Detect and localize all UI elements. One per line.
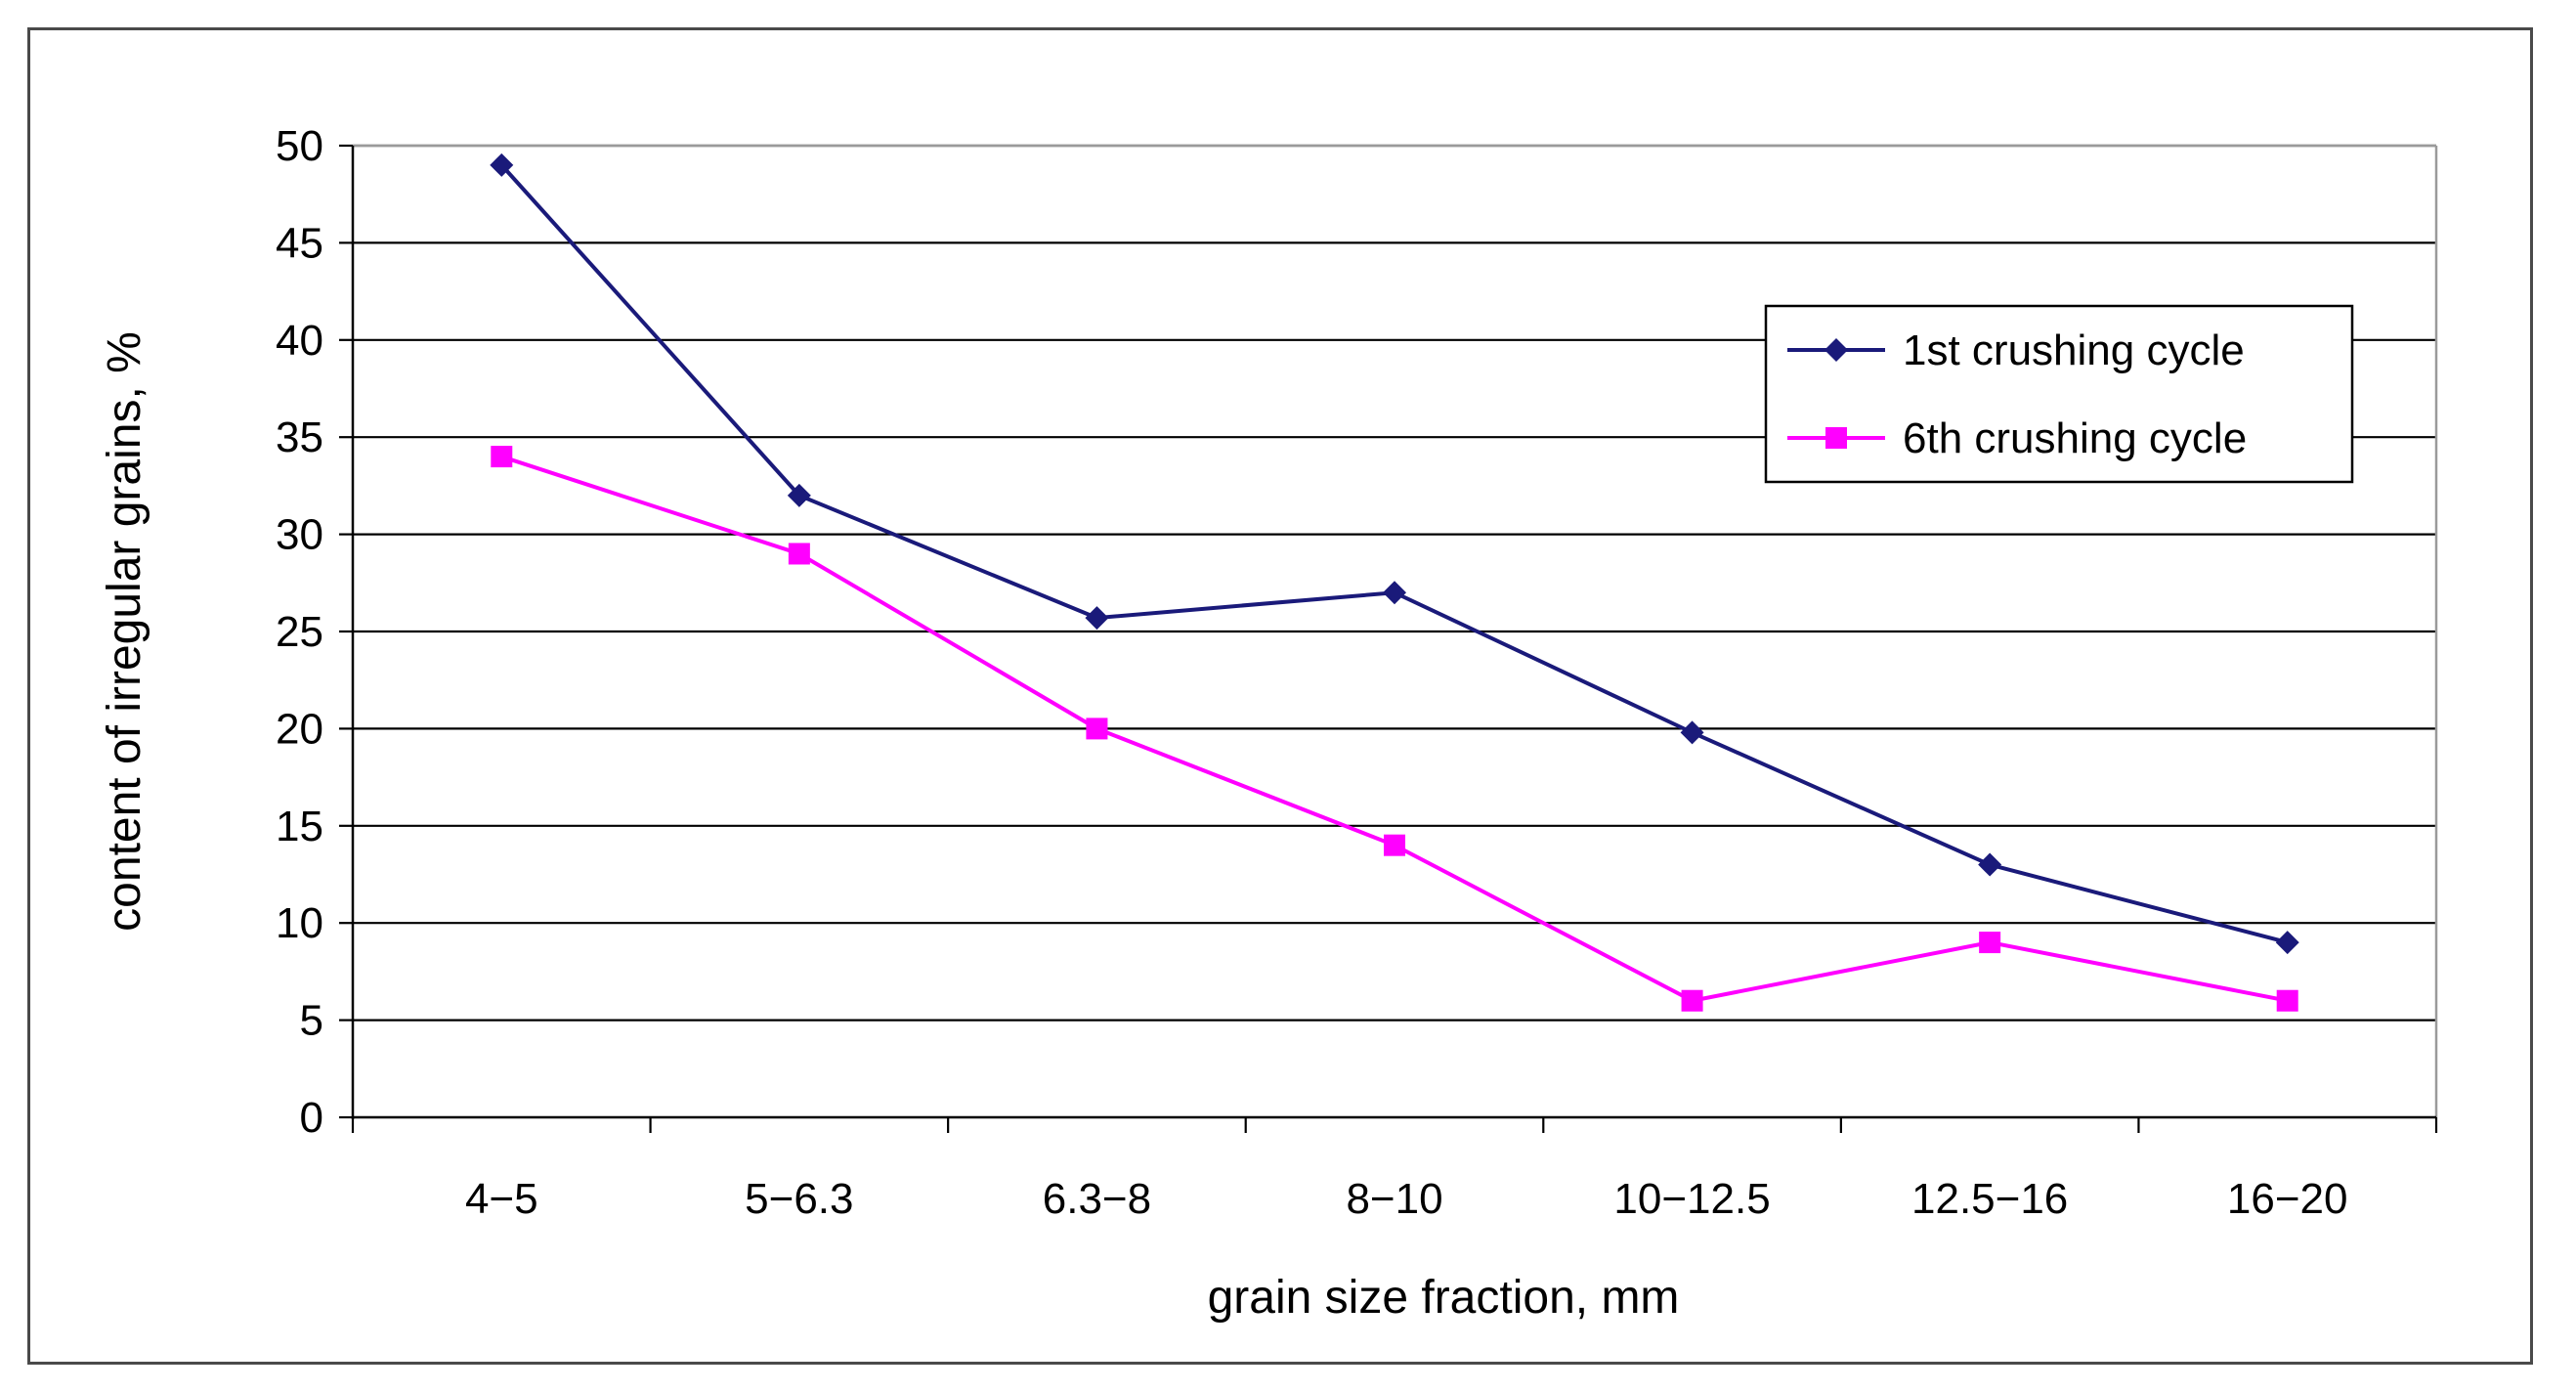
legend-label: 1st crushing cycle <box>1903 326 2245 374</box>
x-tick-label: 10−12.5 <box>1613 1175 1770 1223</box>
data-point <box>2275 931 2299 955</box>
x-tick-label: 4−5 <box>465 1175 538 1223</box>
data-point <box>1384 834 1405 856</box>
chart-frame: 0 5 10 15 20 25 30 35 40 45 50 4−5 5−6.3 6.3−8 8−10 10… <box>27 27 2533 1365</box>
data-point <box>2276 989 2298 1012</box>
legend-label: 6th crushing cycle <box>1903 414 2247 462</box>
data-point <box>1383 581 1406 605</box>
line-chart: 0 5 10 15 20 25 30 35 40 45 50 4−5 5−6.3 6.3−8 8−10 10… <box>99 122 2438 1324</box>
legend-marker <box>1825 338 1848 362</box>
y-tick-label: 40 <box>276 317 323 365</box>
axes <box>339 144 2438 1133</box>
y-axis-title: content of irregular grains, % <box>99 331 150 932</box>
x-tick-label: 8−10 <box>1346 1175 1442 1223</box>
data-point <box>788 543 810 565</box>
y-tick-label: 0 <box>300 1094 323 1142</box>
data-point <box>490 152 514 177</box>
y-tick-labels: 0 5 10 15 20 25 30 35 40 45 50 <box>276 122 323 1142</box>
data-point <box>1085 606 1109 631</box>
legend-box <box>1764 304 2354 484</box>
data-point <box>1681 989 1703 1012</box>
y-tick-label: 35 <box>276 413 323 461</box>
y-tick-label: 15 <box>276 803 323 850</box>
x-axis-title: grain size fraction, mm <box>1208 1272 1680 1324</box>
x-tick-label: 5−6.3 <box>745 1175 853 1223</box>
x-tick-label: 12.5−16 <box>1911 1175 2068 1223</box>
data-point <box>491 446 513 468</box>
legend-item-1: 1st crushing cycle <box>1787 326 2245 374</box>
y-tick-label: 5 <box>300 997 323 1045</box>
y-tick-label: 20 <box>276 705 323 753</box>
x-tick-label: 6.3−8 <box>1043 1175 1151 1223</box>
x-tick-labels: 4−5 5−6.3 6.3−8 8−10 10−12.5 12.5−16 16−20 <box>465 1175 2348 1223</box>
y-tick-label: 50 <box>276 122 323 170</box>
data-point <box>1979 932 2001 954</box>
y-tick-label: 45 <box>276 219 323 267</box>
series-2 <box>491 446 2298 1012</box>
y-tick-label: 30 <box>276 511 323 559</box>
legend-items: 1st crushing cycle 6th crushing cycle <box>1787 326 2247 462</box>
data-point <box>1680 720 1704 745</box>
legend-item-2: 6th crushing cycle <box>1787 414 2247 462</box>
data-point <box>787 483 811 507</box>
x-tick-label: 16−20 <box>2227 1175 2348 1223</box>
y-tick-label: 10 <box>276 899 323 947</box>
series-1 <box>490 152 2299 955</box>
series <box>490 152 2299 1012</box>
y-tick-label: 25 <box>276 608 323 656</box>
data-point <box>1086 718 1108 740</box>
data-point <box>1978 852 2002 877</box>
legend-marker <box>1825 427 1847 449</box>
legend: 1st crushing cycle 6th crushing cycle <box>1764 304 2354 484</box>
